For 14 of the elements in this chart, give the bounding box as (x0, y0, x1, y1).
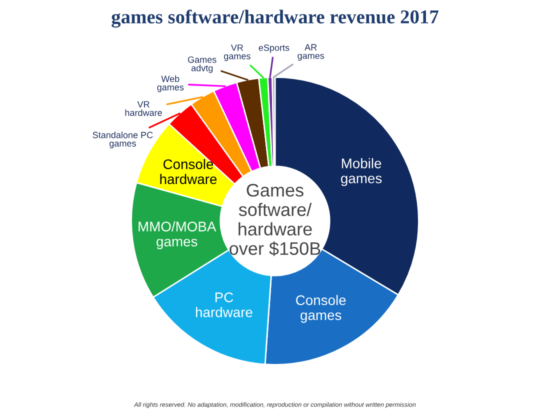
slice-label: Mobile games (341, 158, 382, 186)
text: Games software/ hardware over $150B (230, 184, 320, 256)
slice-label: VR games (224, 44, 250, 62)
slice-label: AR games (298, 44, 324, 61)
slice-label: PC hardware (196, 292, 252, 318)
slice-label: Console games (296, 294, 346, 323)
slice-label: VR hardware (125, 101, 162, 116)
chart-title: games software/hardware revenue 2017 (112, 10, 438, 28)
slice-label: MMO/MOBA games (138, 221, 216, 250)
slice-label: Standalone PC games (92, 132, 153, 148)
slice-label: Games advtg (188, 56, 216, 74)
slice-label: Console hardware (160, 158, 217, 184)
slice-label: eSports (258, 44, 290, 53)
slice-label: Web games (157, 75, 184, 92)
